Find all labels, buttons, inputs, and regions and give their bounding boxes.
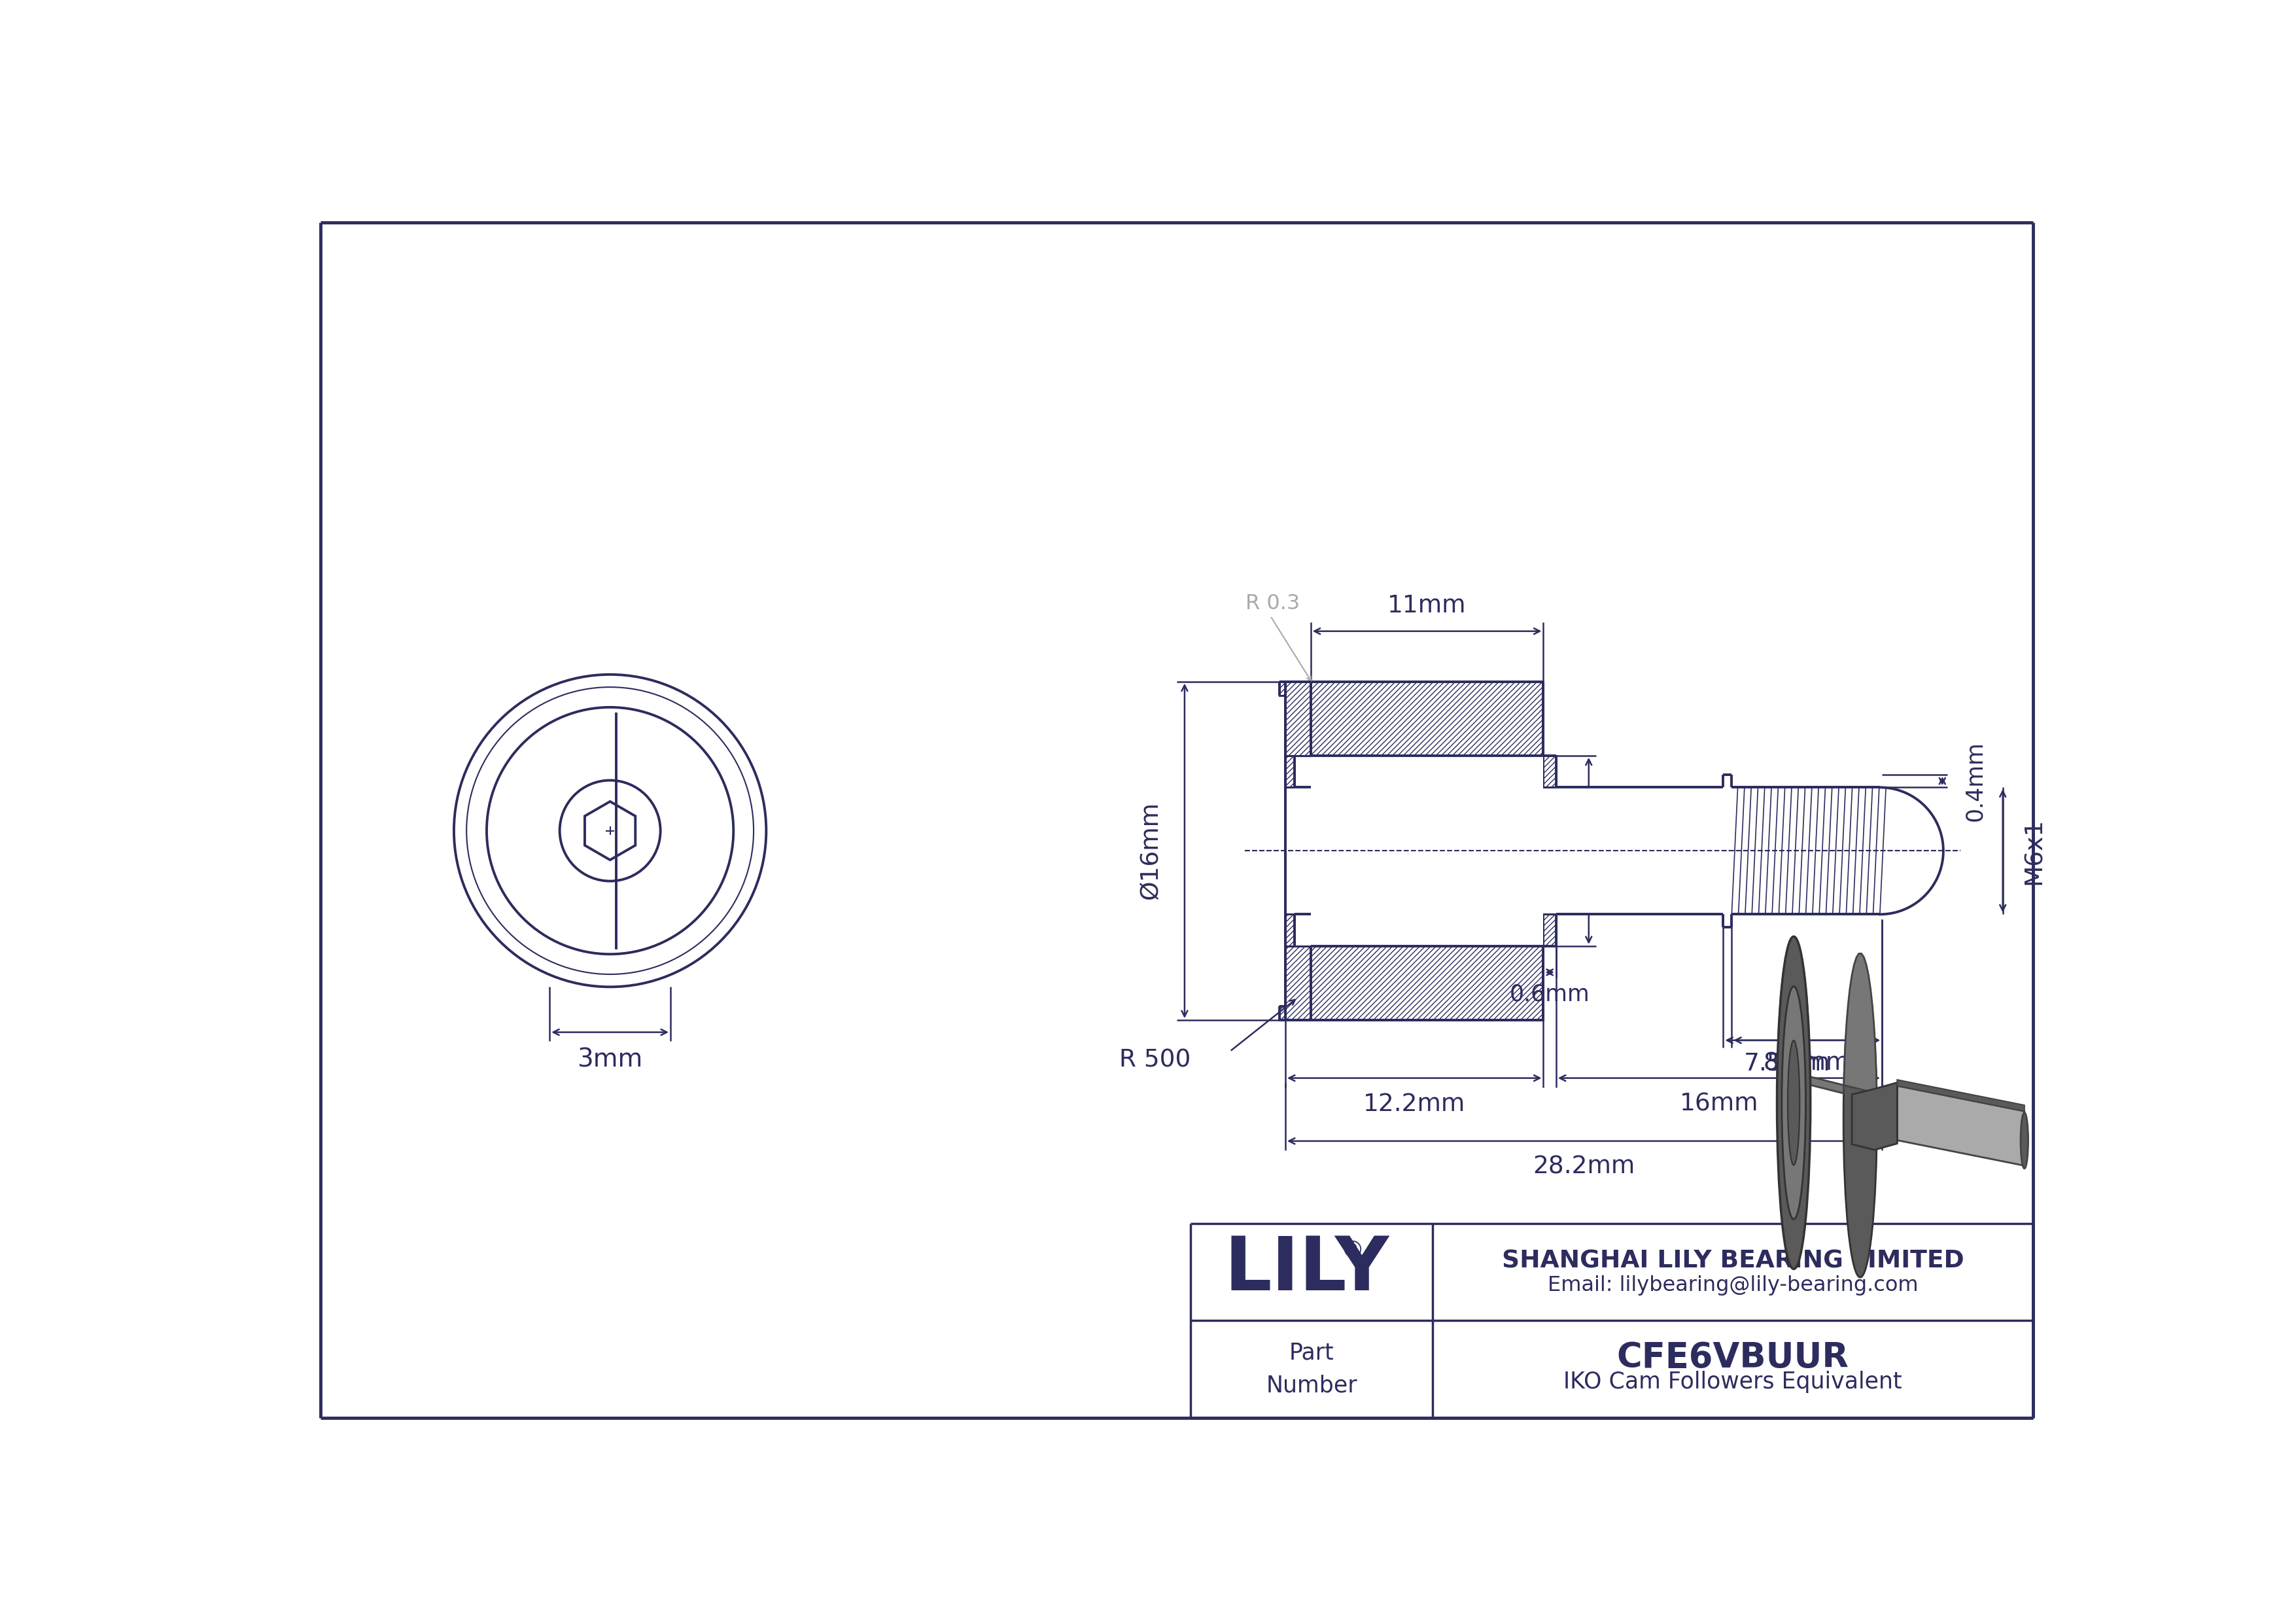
Bar [1279, 1005, 1286, 1020]
Polygon shape [1896, 1080, 2025, 1111]
Text: 16mm: 16mm [1681, 1093, 1759, 1116]
Text: LILY: LILY [1224, 1233, 1389, 1306]
Polygon shape [1853, 1083, 1896, 1150]
Ellipse shape [1777, 937, 1812, 1268]
Text: Ø9mm: Ø9mm [1612, 810, 1635, 892]
Bar [1311, 755, 1543, 947]
Ellipse shape [1844, 961, 1876, 1278]
Text: Email: lilybearing@lily-bearing.com: Email: lilybearing@lily-bearing.com [1548, 1275, 1917, 1296]
Text: IKO Cam Followers Equivalent: IKO Cam Followers Equivalent [1564, 1371, 1901, 1393]
Text: R 500: R 500 [1118, 1049, 1192, 1072]
Polygon shape [1896, 1086, 2025, 1166]
Text: 0.4mm: 0.4mm [1963, 741, 1986, 822]
Ellipse shape [2020, 1112, 2027, 1169]
Bar [1286, 914, 1295, 947]
Text: 28.2mm: 28.2mm [1531, 1155, 1635, 1179]
Text: 3mm: 3mm [576, 1047, 643, 1072]
Text: CFE6VBUUR: CFE6VBUUR [1616, 1341, 1848, 1376]
Bar [1543, 755, 1557, 788]
Bar [1557, 786, 1724, 914]
Bar [1295, 788, 1311, 914]
Bar [1286, 682, 1543, 755]
Text: 11mm: 11mm [1387, 594, 1467, 617]
Text: 7.5mm: 7.5mm [1745, 1052, 1830, 1075]
Ellipse shape [1782, 986, 1805, 1220]
Text: Part
Number: Part Number [1265, 1341, 1357, 1397]
Text: ®: ® [1341, 1239, 1364, 1262]
Text: 8.5mm: 8.5mm [1763, 1052, 1851, 1075]
Polygon shape [1777, 937, 1876, 1093]
Bar [1256, 666, 1933, 1034]
Text: M6x1: M6x1 [2023, 817, 2046, 885]
Bar [1279, 682, 1286, 695]
Bar [1543, 914, 1557, 947]
Text: Ø16mm: Ø16mm [1139, 802, 1162, 900]
Text: SHANGHAI LILY BEARING LIMITED: SHANGHAI LILY BEARING LIMITED [1502, 1249, 1963, 1273]
Bar [1286, 755, 1295, 788]
Text: 12.2mm: 12.2mm [1364, 1093, 1465, 1116]
Text: 0.6mm: 0.6mm [1508, 983, 1589, 1005]
Ellipse shape [1789, 1041, 1800, 1164]
Bar [1286, 947, 1543, 1020]
Text: R 0.3: R 0.3 [1244, 593, 1300, 614]
